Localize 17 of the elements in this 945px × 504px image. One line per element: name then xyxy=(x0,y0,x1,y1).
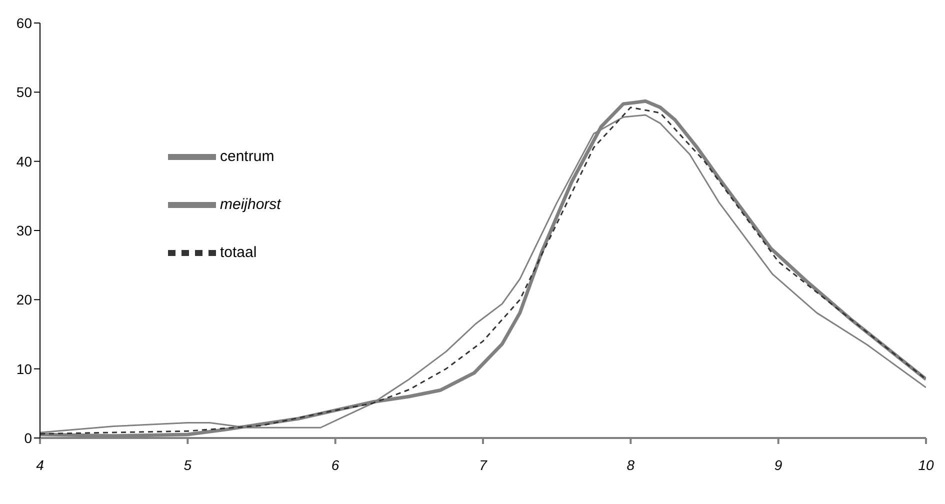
legend-label: meijhorst xyxy=(220,196,281,213)
y-tick-label: 30 xyxy=(16,222,32,238)
legend-label: totaal xyxy=(220,244,257,261)
x-tick-label: 10 xyxy=(918,456,934,473)
legend-label: centrum xyxy=(220,148,274,165)
x-tick-label: 4 xyxy=(36,456,44,473)
x-tick-label: 7 xyxy=(479,456,488,473)
x-tick-label: 6 xyxy=(331,456,340,473)
x-tick-label: 8 xyxy=(626,456,635,473)
y-tick-label: 60 xyxy=(16,14,32,31)
y-tick-label: 20 xyxy=(16,292,32,308)
x-tick-label: 5 xyxy=(184,456,192,473)
y-tick-label: 10 xyxy=(16,360,32,377)
x-tick-label: 9 xyxy=(774,456,782,473)
y-tick-label: 50 xyxy=(16,84,32,100)
y-tick-label: 0 xyxy=(24,430,32,446)
y-tick-label: 40 xyxy=(16,153,32,170)
